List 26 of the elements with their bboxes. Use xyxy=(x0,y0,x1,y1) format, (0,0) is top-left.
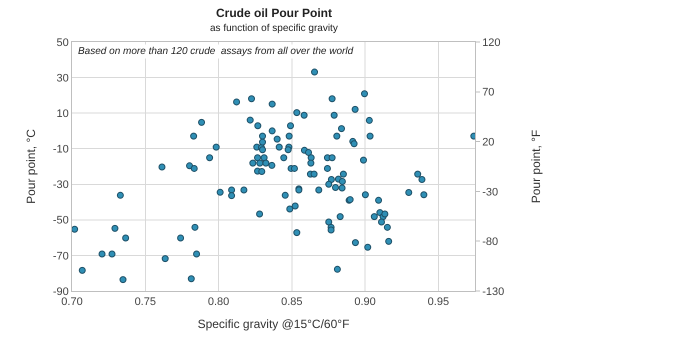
y-tick-label: 10 xyxy=(56,108,69,120)
x-axis-title: Specific gravity @15°C/60°F xyxy=(198,317,350,332)
y-tick-label: -70 xyxy=(52,250,69,262)
x-tick-label: 0.75 xyxy=(134,296,156,308)
chart-title: Crude oil Pour Point xyxy=(216,6,332,20)
y-axis-title: Pour point, °C xyxy=(24,128,38,204)
y-tick-label: -50 xyxy=(52,214,69,227)
y2-tick-label: 120 xyxy=(482,36,501,49)
y2-tick-label: 70 xyxy=(482,86,494,99)
y-tick-label: -90 xyxy=(52,286,69,298)
y2-tick-label: -80 xyxy=(482,236,498,248)
x-tick-label: 0.95 xyxy=(428,296,450,308)
y-tick-label: -10 xyxy=(52,144,69,156)
chart-subtitle: as function of specific gravity xyxy=(210,23,338,34)
y-tick-label: 30 xyxy=(56,72,69,84)
x-tick-label: 0.90 xyxy=(354,296,376,308)
y2-tick-label: -130 xyxy=(482,286,504,298)
y2-tick-label: -30 xyxy=(482,186,498,198)
y2-axis-title: Pour point, °F xyxy=(529,130,544,204)
x-tick-label: 0.70 xyxy=(61,296,83,308)
y-tick-label: 50 xyxy=(56,36,69,49)
y-tick-label: -30 xyxy=(52,179,69,192)
x-tick-label: 0.85 xyxy=(281,296,303,308)
annotation: Based on more than 120 crude assays from all over the world xyxy=(78,46,354,57)
x-tick-label: 0.80 xyxy=(208,296,230,308)
y2-tick-label: 20 xyxy=(482,136,494,148)
